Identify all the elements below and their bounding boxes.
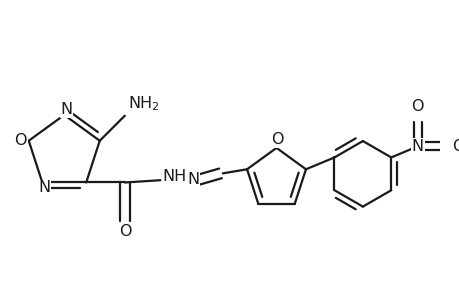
Text: O: O	[271, 132, 283, 147]
Text: O: O	[14, 133, 27, 148]
Text: N: N	[60, 102, 73, 117]
Text: NH$_2$: NH$_2$	[128, 95, 160, 113]
Text: O: O	[451, 139, 459, 154]
Text: O: O	[410, 99, 423, 114]
Text: N: N	[39, 180, 50, 195]
Text: O: O	[118, 224, 131, 239]
Text: NH: NH	[162, 169, 186, 184]
Text: N: N	[187, 172, 199, 187]
Text: N: N	[411, 139, 423, 154]
